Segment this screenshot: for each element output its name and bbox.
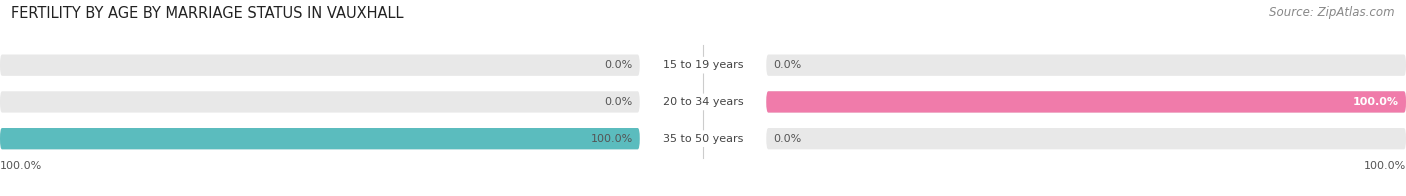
- Text: 100.0%: 100.0%: [1364, 161, 1406, 171]
- Text: 0.0%: 0.0%: [773, 60, 801, 70]
- Text: 0.0%: 0.0%: [605, 60, 633, 70]
- FancyBboxPatch shape: [0, 128, 640, 149]
- Text: 100.0%: 100.0%: [1353, 97, 1399, 107]
- FancyBboxPatch shape: [766, 91, 1406, 113]
- FancyBboxPatch shape: [766, 91, 1406, 113]
- Text: Source: ZipAtlas.com: Source: ZipAtlas.com: [1270, 6, 1395, 19]
- Text: 0.0%: 0.0%: [773, 134, 801, 144]
- FancyBboxPatch shape: [766, 128, 1406, 149]
- Text: 15 to 19 years: 15 to 19 years: [662, 60, 744, 70]
- FancyBboxPatch shape: [0, 128, 640, 149]
- FancyBboxPatch shape: [0, 91, 640, 113]
- FancyBboxPatch shape: [0, 54, 640, 76]
- Text: 35 to 50 years: 35 to 50 years: [662, 134, 744, 144]
- Text: FERTILITY BY AGE BY MARRIAGE STATUS IN VAUXHALL: FERTILITY BY AGE BY MARRIAGE STATUS IN V…: [11, 6, 404, 21]
- Text: 100.0%: 100.0%: [591, 134, 633, 144]
- FancyBboxPatch shape: [766, 54, 1406, 76]
- Text: 0.0%: 0.0%: [605, 97, 633, 107]
- Text: 20 to 34 years: 20 to 34 years: [662, 97, 744, 107]
- Text: 100.0%: 100.0%: [0, 161, 42, 171]
